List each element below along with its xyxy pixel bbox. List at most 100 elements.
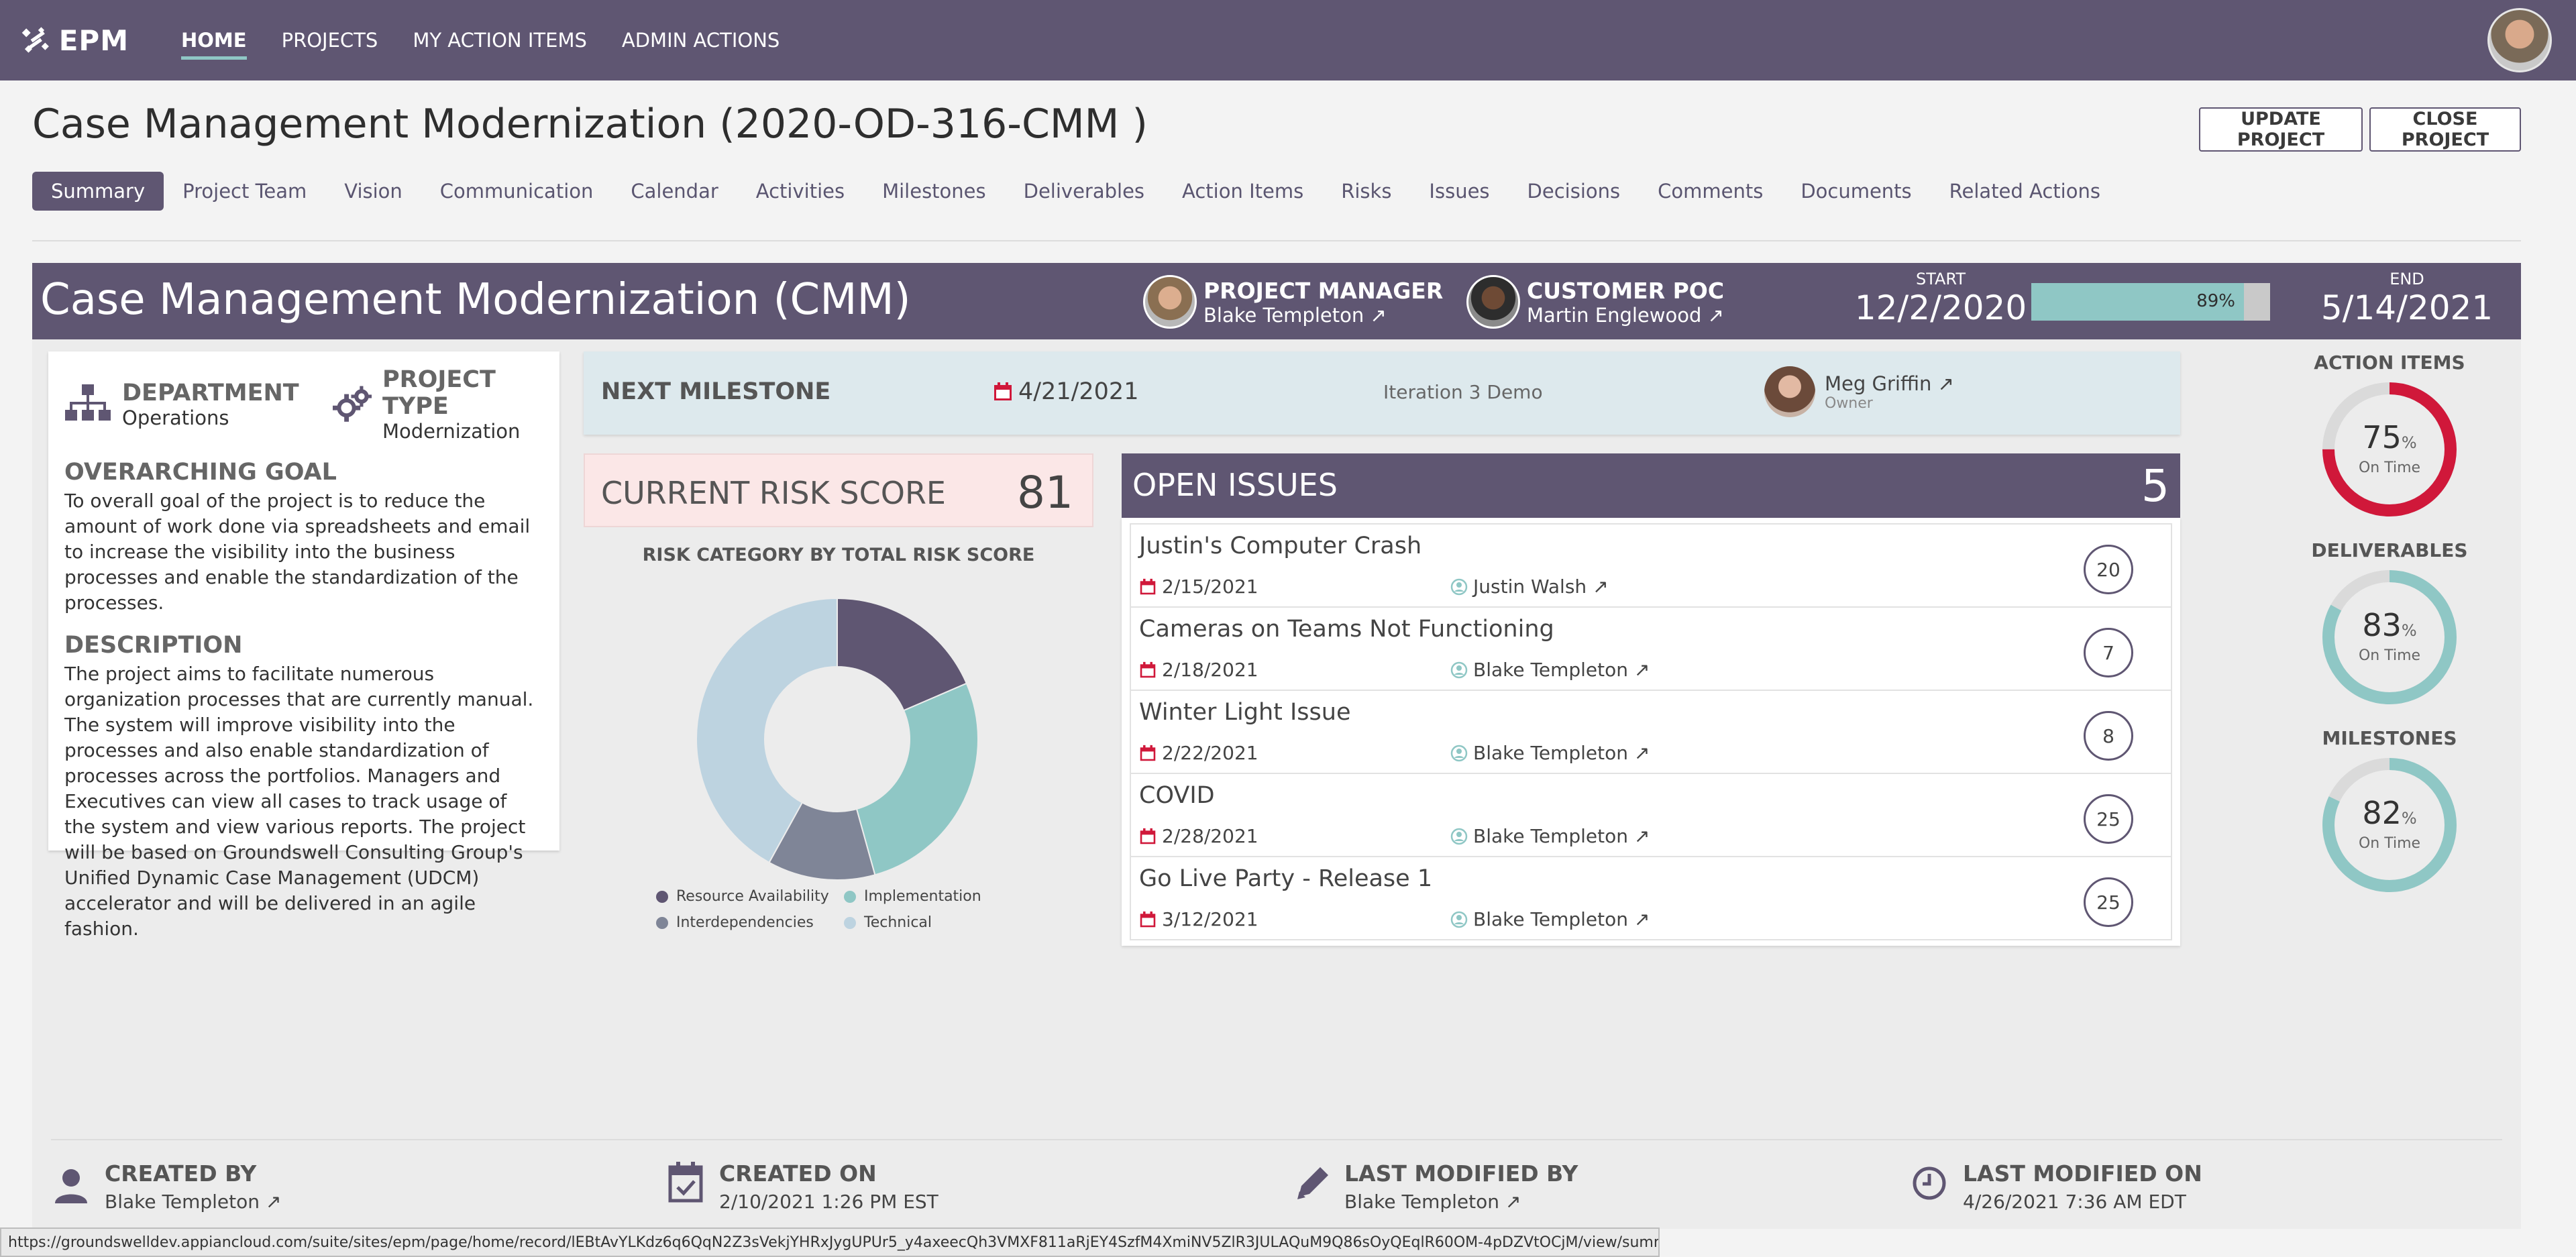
user-avatar[interactable]: [2487, 8, 2552, 72]
tab-risks[interactable]: Risks: [1341, 180, 1392, 203]
issue-assignee-link[interactable]: Blake Templeton ↗: [1473, 825, 1650, 847]
ring-chart: 75% On Time: [2320, 380, 2459, 518]
user-icon: [55, 1169, 87, 1203]
donut-slice-resource-availability[interactable]: [837, 597, 968, 712]
ring-chart: 82% On Time: [2320, 756, 2459, 894]
pencil-icon: [1297, 1167, 1328, 1199]
close-project-button[interactable]: CLOSE PROJECT: [2369, 107, 2521, 152]
tab-communication[interactable]: Communication: [439, 180, 594, 203]
owner-link[interactable]: Meg Griffin ↗: [1825, 372, 1954, 395]
legend-swatch: [656, 890, 668, 903]
issue-assignee-link[interactable]: Justin Walsh ↗: [1473, 576, 1609, 598]
tab-activities[interactable]: Activities: [755, 180, 845, 203]
issue-assignee: Justin Walsh ↗: [1450, 576, 1609, 598]
issue-name[interactable]: Justin's Computer Crash: [1139, 533, 1422, 559]
donut-slice-technical[interactable]: [696, 597, 838, 864]
tab-action-items[interactable]: Action Items: [1182, 180, 1304, 203]
tab-calendar[interactable]: Calendar: [631, 180, 718, 203]
issue-assignee-link[interactable]: Blake Templeton ↗: [1473, 742, 1650, 764]
deliverables-kpi: DELIVERABLES 83% On Time: [2266, 539, 2513, 706]
user-circle-icon: [1450, 828, 1468, 844]
issue-name[interactable]: COVID: [1139, 782, 1215, 809]
start-date: 12/2/2020: [1854, 288, 2027, 327]
start-date-block: START 12/2/2020: [1830, 270, 2051, 327]
issue-name[interactable]: Cameras on Teams Not Functioning: [1139, 616, 1554, 643]
tab-comments[interactable]: Comments: [1658, 180, 1764, 203]
donut-slice-implementation[interactable]: [855, 682, 979, 876]
issue-assignee: Blake Templeton ↗: [1450, 742, 1650, 764]
issue-date: 3/12/2021: [1162, 908, 1258, 930]
main-nav: HOME PROJECTS MY ACTION ITEMS ADMIN ACTI…: [181, 0, 780, 80]
epm-logo[interactable]: EPM: [21, 16, 129, 64]
last-modified-by: LAST MODIFIED BY Blake Templeton ↗: [1293, 1160, 1578, 1213]
issue-assignee-link[interactable]: Blake Templeton ↗: [1473, 659, 1650, 681]
progress-ring: [2322, 382, 2457, 516]
issue-date-block: 2/18/2021: [1139, 659, 1258, 681]
next-milestone-card: NEXT MILESTONE 4/21/2021 Iteration 3 Dem…: [584, 351, 2180, 435]
nav-home[interactable]: HOME: [181, 23, 247, 60]
issue-date-block: 2/15/2021: [1139, 576, 1258, 598]
issue-row[interactable]: Cameras on Teams Not Functioning 2/18/20…: [1130, 606, 2172, 691]
milestone-title: NEXT MILESTONE: [601, 378, 831, 405]
ring-value: 83: [2362, 607, 2402, 643]
ring-label: ACTION ITEMS: [2314, 351, 2465, 374]
tab-decisions[interactable]: Decisions: [1527, 180, 1621, 203]
milestone-name: Iteration 3 Demo: [1383, 381, 1543, 403]
update-project-button[interactable]: UPDATE PROJECT: [2199, 107, 2363, 152]
open-issues-header: OPEN ISSUES 5: [1122, 453, 2180, 518]
risk-score-value: 81: [1017, 467, 1073, 518]
end-date-block: END 5/14/2021: [2306, 270, 2508, 327]
milestone-date-block: 4/21/2021: [993, 378, 1138, 405]
browser-status-url: https://groundswelldev.appiancloud.com/s…: [0, 1227, 1660, 1257]
tab-summary[interactable]: Summary: [32, 172, 164, 211]
tab-milestones[interactable]: Milestones: [882, 180, 986, 203]
issue-date: 2/18/2021: [1162, 659, 1258, 681]
user-circle-icon: [1450, 661, 1468, 678]
ring-unit: %: [2401, 433, 2417, 452]
calendar-check-icon: [668, 1162, 703, 1203]
issue-assignee-link[interactable]: Blake Templeton ↗: [1473, 908, 1650, 930]
department: DEPARTMENT Operations: [64, 380, 299, 429]
ring-percent: 75%: [2320, 419, 2459, 455]
logo-text: EPM: [58, 23, 129, 57]
issue-assignee: Blake Templeton ↗: [1450, 659, 1650, 681]
goal-text: To overall goal of the project is to red…: [64, 490, 531, 614]
calendar-icon: [1140, 911, 1156, 927]
tab-issues[interactable]: Issues: [1429, 180, 1490, 203]
legend-swatch: [656, 916, 668, 929]
tab-vision[interactable]: Vision: [344, 180, 402, 203]
tabs-divider: [32, 240, 2521, 241]
issue-name[interactable]: Go Live Party - Release 1: [1139, 865, 1433, 892]
top-navigation-bar: EPM HOME PROJECTS MY ACTION ITEMS ADMIN …: [0, 0, 2576, 80]
department-value: Operations: [122, 406, 229, 429]
open-issues-count: 5: [2141, 460, 2169, 512]
tab-deliverables[interactable]: Deliverables: [1023, 180, 1145, 203]
nav-admin-actions[interactable]: ADMIN ACTIONS: [621, 29, 780, 52]
tab-related-actions[interactable]: Related Actions: [1949, 180, 2100, 203]
end-date: 5/14/2021: [2320, 288, 2493, 327]
created-on-value: 2/10/2021 1:26 PM EST: [719, 1191, 938, 1213]
owner-avatar: [1764, 366, 1815, 417]
modified-by-link[interactable]: Blake Templeton ↗: [1344, 1191, 1521, 1213]
page-title: Case Management Modernization (2020-OD-3…: [32, 101, 1148, 148]
ring-unit: %: [2401, 621, 2417, 640]
issue-row[interactable]: Go Live Party - Release 1 3/12/2021 Blak…: [1130, 856, 2172, 940]
ring-label: MILESTONES: [2322, 727, 2457, 749]
open-issues-title: OPEN ISSUES: [1132, 467, 1338, 503]
milestones-kpi: MILESTONES 82% On Time: [2266, 727, 2513, 894]
end-label: END: [2390, 270, 2424, 288]
ring-caption: On Time: [2358, 647, 2421, 664]
description-title: DESCRIPTION: [64, 632, 243, 659]
nav-my-action-items[interactable]: MY ACTION ITEMS: [413, 29, 587, 52]
issue-row[interactable]: Winter Light Issue 2/22/2021 Blake Templ…: [1130, 690, 2172, 774]
tab-project-team[interactable]: Project Team: [182, 180, 307, 203]
tab-documents[interactable]: Documents: [1801, 180, 1912, 203]
issue-row[interactable]: COVID 2/28/2021 Blake Templeton ↗ 25: [1130, 773, 2172, 857]
created-by-link[interactable]: Blake Templeton ↗: [105, 1191, 282, 1213]
legend-item: Interdependencies: [656, 914, 844, 931]
issue-row[interactable]: Justin's Computer Crash 2/15/2021 Justin…: [1130, 523, 2172, 608]
nav-projects[interactable]: PROJECTS: [281, 29, 378, 52]
manager-link[interactable]: Blake Templeton ↗: [1203, 303, 1387, 327]
poc-link[interactable]: Martin Englewood ↗: [1527, 303, 1724, 327]
issue-name[interactable]: Winter Light Issue: [1139, 699, 1351, 726]
